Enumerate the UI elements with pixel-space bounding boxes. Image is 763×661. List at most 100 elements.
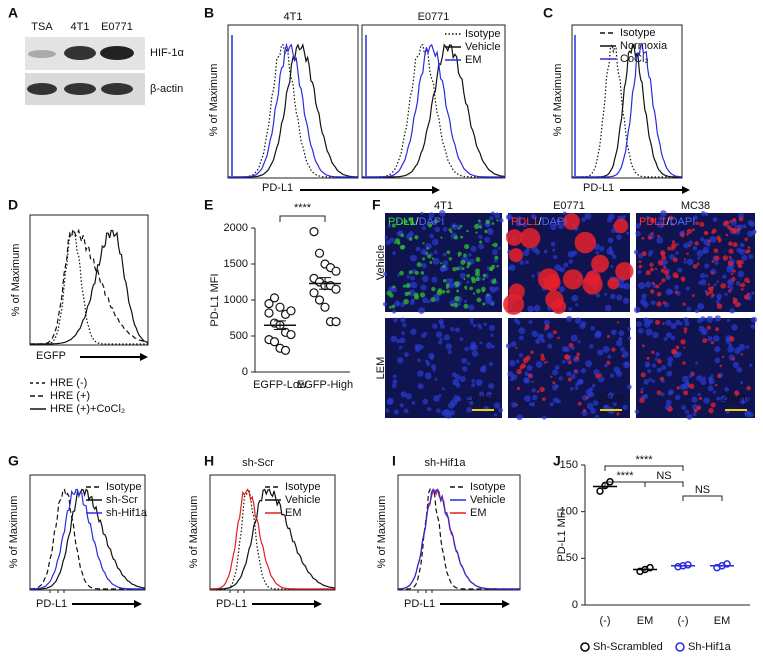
nucleus	[385, 240, 391, 246]
nucleus	[429, 233, 434, 239]
legend-entry: HRE (+)	[50, 390, 90, 402]
pdl1-signal	[392, 285, 396, 289]
pdl1-signal	[696, 405, 702, 410]
nucleus	[547, 343, 553, 349]
nucleus	[634, 409, 640, 414]
significance-bracket	[682, 495, 723, 501]
pdl1-signal	[711, 285, 714, 289]
pdl1-signal	[515, 403, 518, 407]
nucleus	[709, 235, 717, 243]
legend-entry: Vehicle	[465, 41, 500, 53]
nucleus	[675, 251, 679, 255]
nucleus	[706, 315, 714, 323]
nucleus	[557, 222, 565, 230]
pdl1-signal	[743, 294, 750, 300]
nucleus	[700, 237, 705, 242]
nucleus	[568, 259, 574, 264]
nucleus	[472, 323, 477, 328]
nucleus	[401, 331, 406, 336]
data-point	[264, 308, 274, 318]
nucleus	[552, 255, 558, 260]
nucleus	[588, 391, 595, 398]
nucleus	[464, 346, 469, 352]
panel-title: sh-Hif1a	[425, 457, 467, 469]
pdl1-signal	[408, 217, 413, 222]
pdl1-signal	[446, 250, 451, 255]
pdl1-signal	[683, 327, 688, 331]
nucleus	[674, 284, 679, 290]
pdl1-signal	[585, 396, 589, 400]
nucleus	[511, 402, 517, 408]
nucleus	[392, 309, 397, 314]
nucleus	[652, 331, 659, 339]
stain-part: /	[416, 216, 420, 228]
nucleus	[550, 241, 556, 247]
pdl1-signal	[436, 289, 443, 296]
histogram-curve	[228, 43, 359, 178]
pdl1-signal	[466, 229, 469, 233]
nucleus	[575, 303, 579, 307]
nucleus	[710, 374, 714, 378]
nucleus	[461, 357, 468, 364]
nucleus	[714, 357, 721, 364]
nucleus	[692, 412, 697, 417]
nucleus	[688, 240, 694, 246]
pdl1-signal	[657, 234, 660, 238]
nucleus	[484, 236, 491, 243]
nucleus	[595, 414, 599, 419]
nucleus	[421, 262, 427, 269]
pdl1-signal	[715, 327, 720, 332]
significance-bracket	[279, 215, 326, 222]
nucleus	[542, 415, 547, 420]
nucleus	[624, 362, 629, 367]
pdl1-signal	[496, 265, 499, 268]
stain-part: PDL1	[388, 216, 416, 228]
nucleus	[590, 326, 595, 331]
pdl1-signal	[577, 401, 582, 406]
pdl1-signal	[557, 336, 560, 340]
nucleus	[449, 410, 455, 416]
pdl1-signal	[615, 262, 634, 281]
pdl1-signal	[716, 303, 723, 309]
nucleus	[677, 267, 683, 273]
pdl1-signal	[530, 350, 534, 355]
pdl1-signal	[651, 281, 655, 285]
pdl1-signal	[595, 373, 601, 379]
pdl1-signal	[396, 241, 401, 245]
nucleus	[697, 256, 701, 260]
nucleus	[741, 254, 748, 261]
nucleus	[488, 362, 493, 367]
pdl1-signal	[461, 267, 465, 270]
plot-frame	[29, 474, 146, 591]
plot-frame	[227, 24, 359, 179]
nucleus	[440, 324, 445, 329]
nucleus	[554, 384, 559, 388]
nucleus	[532, 394, 538, 401]
nucleus	[561, 346, 568, 352]
pdl1-signal	[493, 278, 497, 282]
pdl1-signal	[399, 270, 404, 276]
pdl1-signal	[745, 249, 750, 254]
plot-frame	[571, 24, 683, 179]
nucleus	[396, 338, 401, 344]
significance: NS	[656, 470, 671, 482]
nucleus	[637, 270, 642, 275]
nucleus	[606, 247, 614, 255]
pdl1-signal	[414, 294, 420, 300]
nucleus	[471, 383, 476, 388]
nucleus	[478, 243, 485, 250]
pdl1-signal	[671, 240, 676, 244]
nucleus	[552, 397, 559, 404]
pdl1-signal	[670, 222, 674, 226]
nucleus	[408, 289, 416, 297]
pdl1-signal	[489, 266, 494, 272]
significance: ****	[616, 470, 634, 482]
nucleus	[478, 234, 483, 240]
y-tick-label: 150	[560, 459, 578, 471]
nucleus	[696, 375, 703, 382]
pdl1-signal	[567, 377, 572, 382]
stain-part: DAPI	[542, 216, 568, 228]
nucleus	[493, 258, 498, 263]
nucleus	[661, 365, 667, 371]
pdl1-signal	[732, 297, 736, 300]
